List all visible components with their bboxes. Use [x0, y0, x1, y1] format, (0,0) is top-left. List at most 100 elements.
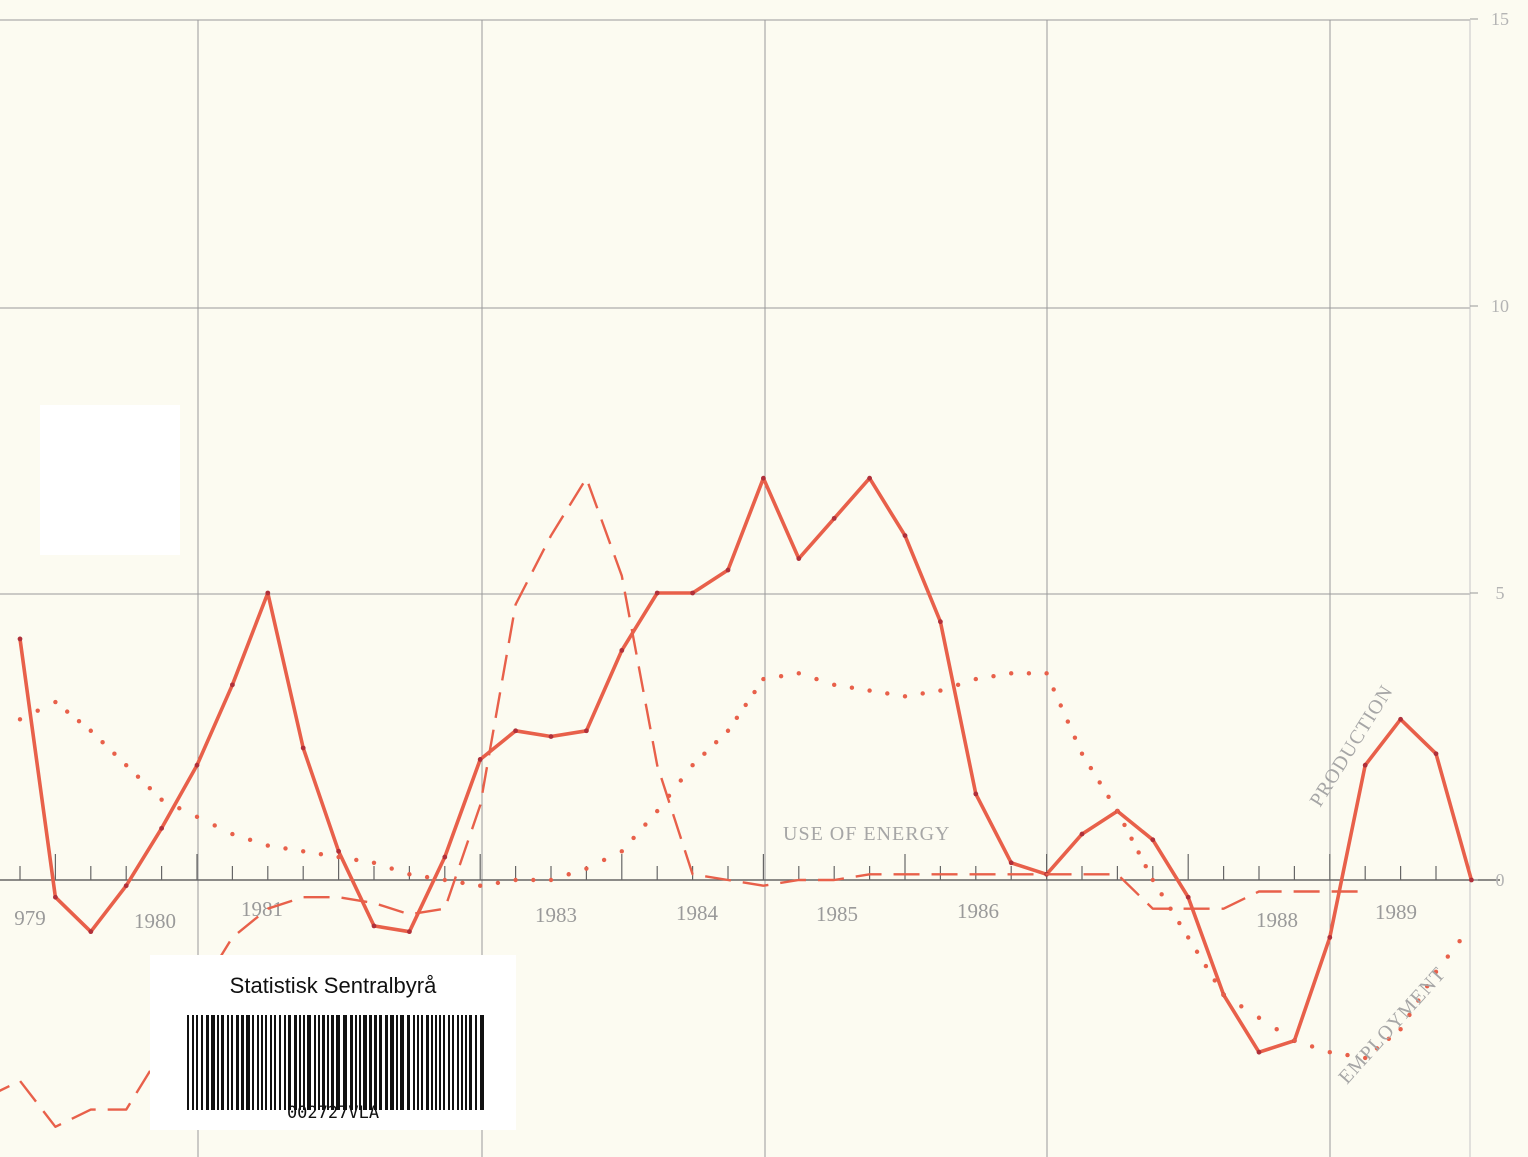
data-point: [548, 877, 554, 883]
data-point: [1374, 1046, 1380, 1051]
data-point: [53, 699, 58, 705]
barcode-bar: [314, 1015, 316, 1110]
barcode-bar: [284, 1015, 286, 1110]
data-point: [832, 682, 837, 688]
data-point: [1106, 794, 1111, 799]
data-point: [135, 774, 141, 779]
data-point: [548, 734, 554, 739]
barcode-bar: [270, 1015, 272, 1110]
data-point: [1256, 1049, 1262, 1055]
data-point: [513, 877, 518, 883]
barcode-bar: [385, 1015, 388, 1110]
barcode-bar: [196, 1015, 198, 1110]
data-point: [1398, 716, 1403, 722]
data-point: [955, 682, 961, 688]
barcode-code: 002727VLA: [286, 1103, 380, 1123]
series-label-employment: EMPLOYMENT: [1334, 963, 1450, 1088]
y-tick-label: 10: [1491, 296, 1509, 316]
data-point: [796, 556, 802, 561]
barcode-bar: [359, 1015, 361, 1110]
data-point: [100, 740, 105, 745]
x-tick-label: 1986: [957, 899, 999, 923]
series-layer: [0, 475, 1474, 1128]
barcode-bar: [379, 1015, 382, 1110]
data-point: [566, 872, 571, 877]
axes: 151050−597919801981198319841985198619881…: [0, 9, 1509, 933]
data-point: [1168, 906, 1173, 911]
data-point: [1026, 671, 1032, 676]
data-point: [1212, 978, 1217, 983]
barcode-bar: [294, 1015, 297, 1110]
data-point: [1194, 949, 1200, 954]
barcode-bar: [421, 1015, 423, 1110]
barcode-bar: [318, 1015, 320, 1110]
barcode-bar: [227, 1015, 229, 1110]
data-point: [1058, 703, 1063, 708]
data-point: [1457, 939, 1462, 944]
barcode-bar: [469, 1015, 472, 1110]
data-point: [619, 849, 624, 854]
barcode-bar: [435, 1015, 437, 1110]
data-point: [265, 843, 270, 848]
data-point: [643, 822, 648, 827]
barcode-bar: [192, 1015, 194, 1110]
barcode-bars: [187, 1015, 484, 1110]
barcode-bar: [475, 1015, 477, 1110]
data-point: [300, 745, 306, 751]
data-point: [407, 929, 412, 935]
data-point: [1185, 894, 1191, 900]
data-point: [1398, 1027, 1403, 1032]
data-point: [1239, 1004, 1244, 1009]
data-point: [1097, 780, 1102, 785]
barcode-bar: [288, 1015, 291, 1110]
barcode-bar: [307, 1015, 311, 1110]
data-point: [194, 762, 200, 768]
barcode-bar: [407, 1015, 410, 1110]
data-point: [885, 691, 890, 696]
data-point: [584, 728, 589, 734]
data-point: [991, 674, 996, 679]
data-point: [1150, 837, 1156, 843]
data-point: [714, 740, 719, 745]
data-point: [531, 877, 536, 883]
barcode-bar: [400, 1015, 404, 1110]
data-point: [849, 685, 855, 690]
data-point: [1203, 963, 1209, 969]
data-point: [230, 831, 235, 837]
data-point: [725, 728, 731, 733]
data-point: [1407, 1012, 1412, 1018]
barcode-bar: [355, 1015, 357, 1110]
data-point: [1445, 954, 1451, 959]
data-point: [53, 894, 58, 900]
data-point: [619, 648, 625, 653]
data-point: [301, 849, 306, 854]
data-point: [477, 757, 483, 762]
y-tick-label: 15: [1491, 9, 1509, 29]
data-point: [1008, 860, 1014, 866]
x-tick-label: 1985: [816, 902, 858, 926]
data-point: [655, 808, 660, 814]
barcode-bar: [257, 1015, 259, 1110]
barcode-bar: [448, 1015, 450, 1110]
data-point: [88, 728, 94, 733]
x-tick-label: 1988: [1256, 908, 1298, 932]
barcode-bar: [431, 1015, 433, 1110]
barcode-bar: [279, 1015, 281, 1110]
barcode-bar: [217, 1015, 219, 1110]
data-point: [1363, 1055, 1368, 1061]
data-point: [902, 533, 908, 538]
barcode-bar: [327, 1015, 329, 1110]
barcode-bar: [331, 1015, 334, 1110]
data-point: [1129, 836, 1134, 841]
data-point: [1433, 751, 1439, 757]
data-point: [1079, 751, 1085, 756]
data-point: [1143, 864, 1148, 869]
data-point: [230, 682, 235, 688]
barcode-bar: [426, 1015, 429, 1110]
data-point: [1309, 1044, 1315, 1049]
x-tick-label: 979: [14, 906, 46, 930]
data-point: [973, 676, 978, 682]
data-point: [371, 860, 377, 865]
data-point: [1292, 1038, 1297, 1043]
data-point: [1327, 935, 1333, 940]
